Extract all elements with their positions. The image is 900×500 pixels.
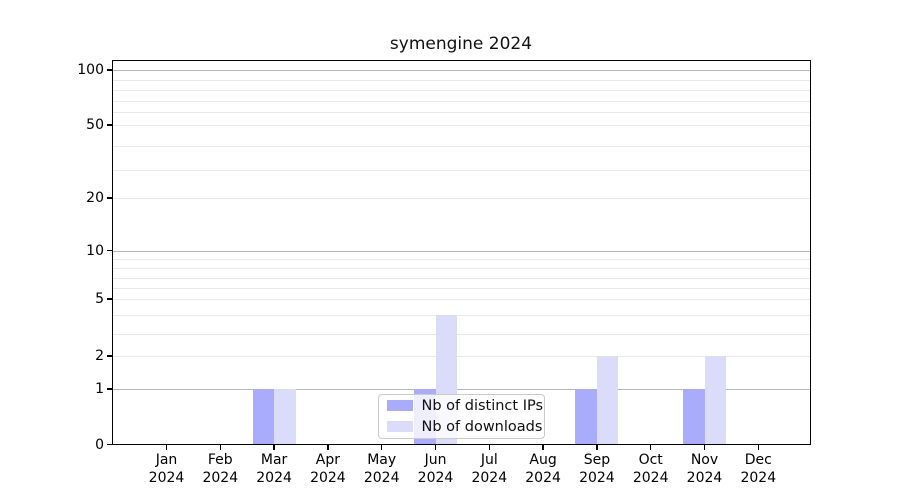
- x-tick-mark-sep: [596, 444, 598, 450]
- gridline-minor-6: [113, 287, 810, 289]
- gridline-minor-90: [113, 79, 810, 81]
- gridline-minor-3: [113, 333, 810, 335]
- x-tick-month: Feb: [207, 452, 233, 468]
- y-tick-mark-50: [107, 124, 113, 126]
- x-tick-year: 2024: [148, 469, 185, 486]
- x-tick-mark-aug: [542, 444, 544, 450]
- x-tick-month: May: [367, 452, 397, 468]
- x-tick-mark-feb: [219, 444, 222, 450]
- gridline-major-10: [113, 250, 810, 252]
- gridline-minor-60: [113, 112, 810, 114]
- gridline-minor-8: [113, 268, 810, 269]
- x-tick-mark-apr: [327, 444, 329, 450]
- x-tick-year: 2024: [310, 469, 346, 486]
- x-tick-label-oct: Oct 2024: [619, 452, 683, 487]
- x-tick-label-dec: Dec 2024: [726, 452, 790, 487]
- y-tick-label-1: 1: [95, 381, 104, 397]
- gridline-major-100: [113, 70, 810, 71]
- y-tick-label-20: 20: [86, 190, 104, 206]
- legend-item: Nb of distinct IPs: [379, 397, 544, 415]
- x-tick-label-sep: Sep 2024: [565, 452, 629, 487]
- x-tick-mark-oct: [649, 444, 652, 450]
- x-tick-month: Nov: [690, 452, 719, 468]
- x-tick-month: Apr: [315, 452, 340, 468]
- x-tick-month: Mar: [260, 452, 288, 468]
- x-tick-year: 2024: [525, 469, 561, 486]
- y-tick-mark-2: [107, 355, 113, 357]
- x-tick-year: 2024: [471, 469, 508, 486]
- y-tick-mark-100: [107, 69, 113, 71]
- gridline-minor-40: [113, 146, 810, 148]
- bar-nb-of-distinct-ips-nov: [683, 389, 705, 445]
- gridline-minor-70: [113, 100, 810, 102]
- x-tick-month: Jul: [480, 452, 498, 468]
- bar-nb-of-distinct-ips-sep: [575, 389, 597, 445]
- x-tick-mark-jun: [434, 444, 437, 450]
- chart-title: symengine 2024: [389, 34, 533, 54]
- bar-nb-of-downloads-sep: [596, 356, 619, 445]
- x-tick-month: Oct: [638, 452, 663, 468]
- x-tick-year: 2024: [202, 469, 239, 486]
- x-tick-label-aug: Aug 2024: [511, 452, 575, 487]
- y-tick-mark-1: [107, 388, 113, 390]
- x-tick-mark-mar: [273, 444, 275, 450]
- y-tick-label-5: 5: [95, 291, 104, 307]
- gridline-minor-20: [113, 198, 810, 199]
- x-tick-mark-dec: [757, 444, 760, 450]
- x-tick-year: 2024: [686, 469, 723, 486]
- legend-item: Nb of downloads: [379, 418, 544, 436]
- x-tick-label-jan: Jan 2024: [135, 452, 199, 487]
- bar-nb-of-distinct-ips-mar: [252, 389, 275, 445]
- legend-label: Nb of distinct IPs: [421, 397, 544, 414]
- y-tick-mark-0: [107, 443, 113, 446]
- legend-swatch-nb-of-distinct-ips: [386, 400, 413, 411]
- x-tick-month: Jan: [155, 452, 178, 468]
- legend: Nb of distinct IPs Nb of downloads: [377, 393, 545, 439]
- gridline-minor-50: [113, 125, 810, 126]
- x-tick-month: Aug: [529, 452, 557, 468]
- x-tick-year: 2024: [256, 469, 292, 486]
- bar-nb-of-downloads-mar: [274, 389, 296, 445]
- gridline-minor-4: [113, 315, 810, 317]
- x-tick-mark-may: [380, 444, 383, 450]
- y-tick-mark-10: [107, 249, 113, 252]
- gridline-minor-80: [113, 89, 810, 91]
- x-tick-year: 2024: [579, 469, 615, 486]
- y-tick-mark-5: [107, 298, 113, 300]
- x-tick-label-apr: Apr 2024: [296, 452, 360, 487]
- x-tick-mark-nov: [703, 444, 706, 450]
- x-tick-year: 2024: [417, 469, 454, 486]
- gridline-minor-30: [113, 169, 810, 171]
- x-tick-label-may: May 2024: [350, 452, 414, 487]
- x-tick-year: 2024: [363, 469, 400, 486]
- x-tick-label-jun: Jun 2024: [404, 452, 468, 487]
- y-tick-mark-20: [107, 197, 113, 199]
- gridline-minor-5: [113, 299, 810, 300]
- x-tick-month: Jun: [424, 452, 447, 468]
- x-tick-label-mar: Mar 2024: [242, 452, 306, 487]
- y-tick-label-2: 2: [95, 348, 104, 364]
- legend-label: Nb of downloads: [421, 418, 543, 435]
- x-tick-year: 2024: [740, 469, 777, 486]
- gridline-major-1: [113, 389, 810, 390]
- gridline-minor-9: [113, 259, 810, 261]
- x-tick-mark-jul: [488, 444, 491, 450]
- gridline-minor-2: [113, 356, 810, 357]
- x-tick-label-jul: Jul 2024: [457, 452, 521, 487]
- bar-nb-of-downloads-nov: [704, 356, 726, 445]
- y-tick-label-100: 100: [77, 62, 104, 78]
- x-tick-mark-jan: [165, 444, 168, 450]
- x-tick-year: 2024: [632, 469, 669, 486]
- x-tick-month: Dec: [744, 452, 772, 468]
- x-tick-label-nov: Nov 2024: [673, 452, 737, 487]
- legend-swatch-nb-of-downloads: [386, 421, 413, 432]
- gridline-minor-7: [113, 277, 810, 279]
- y-tick-label-10: 10: [86, 242, 104, 259]
- y-tick-label-0: 0: [95, 436, 104, 453]
- x-tick-label-feb: Feb 2024: [188, 452, 252, 487]
- y-tick-label-50: 50: [86, 117, 104, 133]
- x-tick-month: Sep: [583, 452, 611, 468]
